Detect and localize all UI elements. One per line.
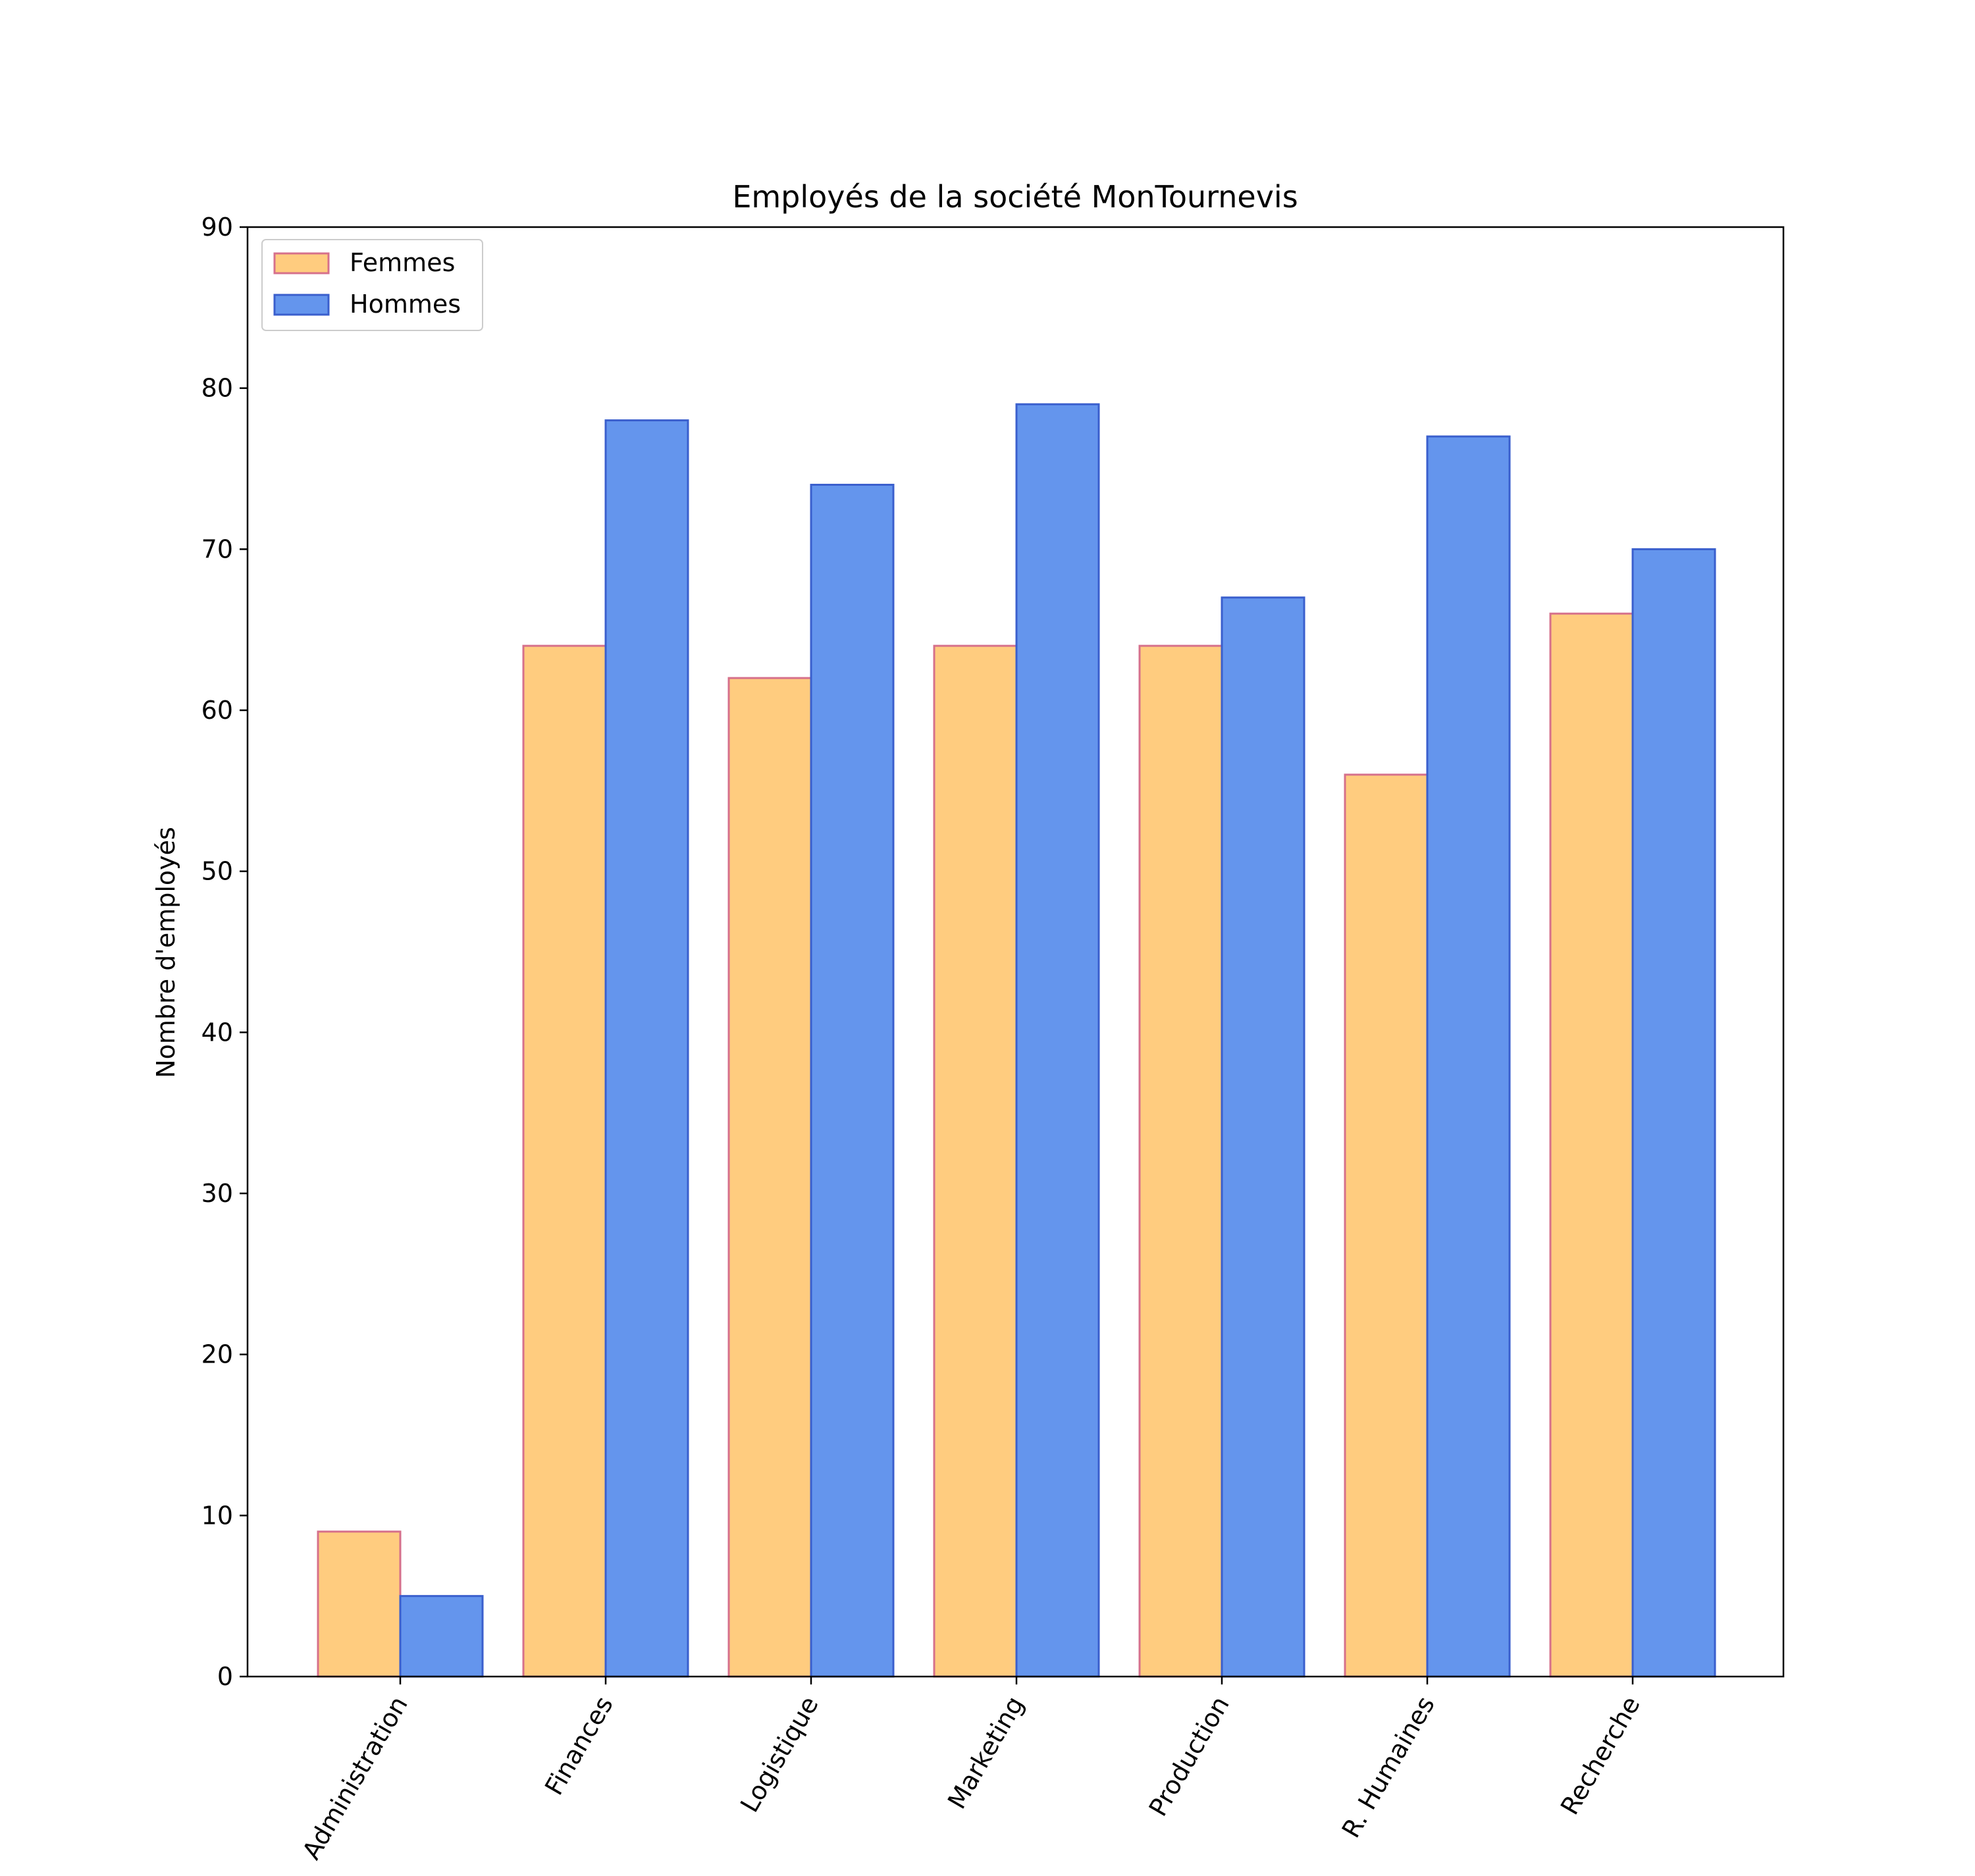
y-tick-label: 50 (201, 857, 233, 886)
y-tick-label: 40 (201, 1018, 233, 1047)
bar-femmes-administration (317, 1530, 402, 1678)
legend: Femmes Hommes (261, 239, 483, 331)
bar-femmes-logistique (727, 677, 812, 1678)
y-tick-label: 10 (201, 1501, 233, 1530)
legend-swatch-femmes (273, 252, 330, 274)
legend-label-femmes: Femmes (350, 248, 455, 277)
y-tick-label: 0 (217, 1662, 233, 1691)
bar-hommes-logistique (810, 483, 895, 1678)
plot-frame (246, 226, 1785, 1678)
bar-hommes-finances (604, 419, 689, 1678)
bar-hommes-administration (399, 1595, 484, 1678)
bar-femmes-finances (522, 644, 607, 1678)
bar-femmes-recherche (1549, 612, 1634, 1678)
legend-label-hommes: Hommes (350, 290, 461, 319)
bar-femmes-marketing (933, 644, 1018, 1678)
y-tick-label: 80 (201, 374, 233, 403)
bar-hommes-r-humaines (1426, 435, 1511, 1678)
y-tick-label: 90 (201, 213, 233, 242)
y-axis-label: Nombre d'employés (151, 827, 180, 1078)
y-tick-label: 20 (201, 1340, 233, 1369)
bar-femmes-production (1138, 644, 1223, 1678)
legend-swatch-hommes (273, 294, 330, 316)
bar-hommes-production (1221, 596, 1305, 1678)
bar-hommes-recherche (1631, 548, 1716, 1678)
y-axis: 0 10 20 30 40 50 60 70 80 90 (201, 213, 248, 1691)
y-tick-label: 30 (201, 1179, 233, 1208)
y-tick-label: 70 (201, 534, 233, 563)
bars-group (317, 403, 1716, 1678)
bar-femmes-r-humaines (1344, 773, 1429, 1678)
chart-title: Employés de la société MonTournevis (732, 179, 1298, 215)
bar-hommes-marketing (1015, 403, 1100, 1678)
y-tick-label: 60 (201, 696, 233, 725)
